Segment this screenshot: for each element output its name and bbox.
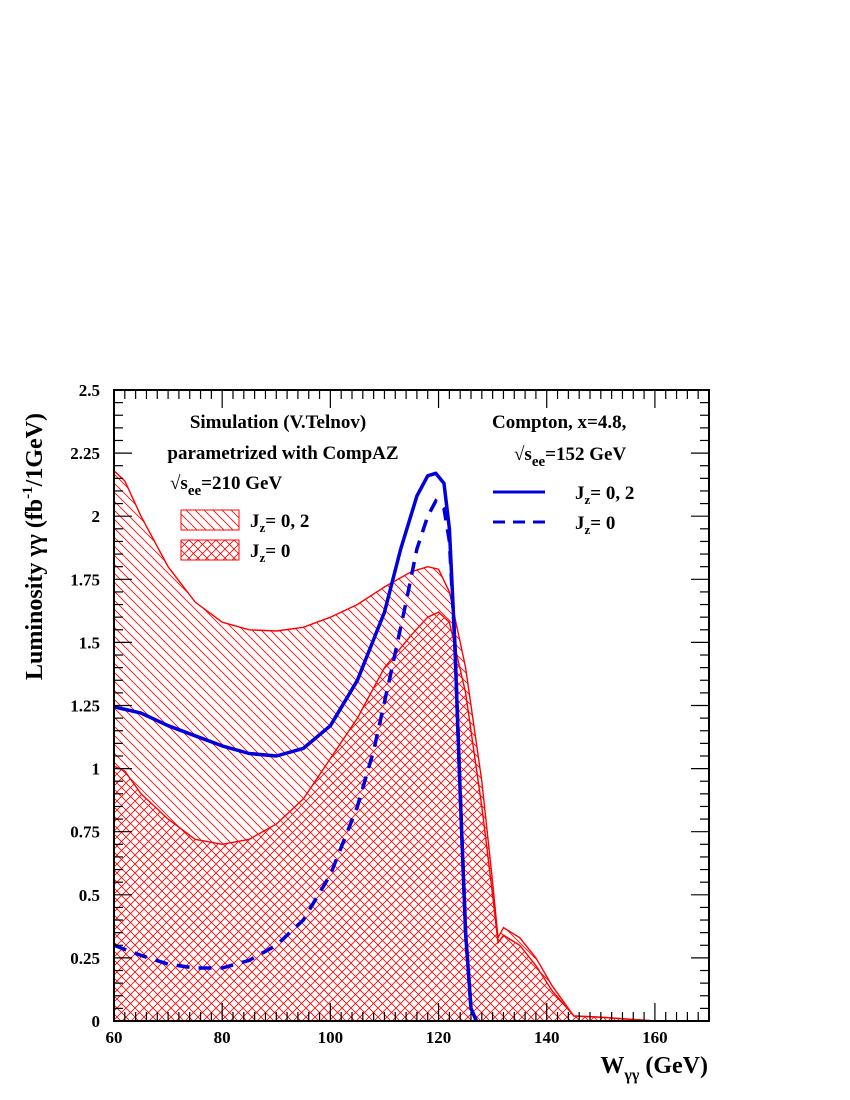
legend-label-compton-jz0-rest: = 0 (590, 513, 615, 534)
legend-label-sim-jz0-main: J (250, 541, 260, 562)
x-axis-title-main: W (600, 1053, 624, 1079)
annotation-sqrt-s-152-main: √s (514, 444, 532, 465)
x-tick-label: 60 (106, 1028, 123, 1047)
annotation-sqrt-s-210-main: √s (170, 473, 188, 494)
legend-label-sim-jz02-rest: = 0, 2 (265, 511, 309, 532)
legend-label-compton-jz0-main: J (575, 513, 585, 534)
axis-ticks: 60 80 100 120 140 160 0 0.25 0.5 0.75 1 1.25 1.5 1.75… (70, 381, 710, 1047)
legend-label-compton-jz02-sub: z (585, 492, 591, 507)
legend-label-sim-jz02-sub: z (260, 520, 266, 535)
legend-label-sim-jz0-sub: z (260, 550, 266, 565)
annotation-simulation: Simulation (V.Telnov) (190, 412, 366, 433)
y-tick-label: 1 (92, 760, 101, 779)
y-axis-title-main: Luminosity γγ (fb (22, 499, 48, 680)
legend-label-compton-jz02-main: J (575, 483, 585, 504)
annotation-sqrt-s-210: √see=210 GeV (170, 473, 282, 499)
legend-label-compton-jz02-rest: = 0, 2 (590, 483, 634, 504)
y-tick-label: 2.25 (70, 444, 100, 463)
annotation-sqrt-s-152-val: =152 GeV (545, 444, 626, 465)
x-tick-label: 140 (534, 1028, 560, 1047)
line-sim-jz0 (114, 611, 709, 1021)
legend-label-sim-jz02: Jz= 0, 2 (250, 511, 309, 535)
x-tick-label: 100 (318, 1028, 344, 1047)
legend-label-compton-jz0-sub: z (585, 522, 591, 537)
legend-compton: Jz= 0, 2 Jz= 0 (493, 483, 634, 537)
x-tick-label: 80 (214, 1028, 231, 1047)
x-axis-title: Wγγ (GeV) (600, 1053, 708, 1084)
line-sim-jz02 (114, 470, 709, 1021)
annotation-compton: Compton, x=4.8, (492, 412, 627, 433)
x-axis-title-unit: (GeV) (639, 1053, 708, 1079)
legend-label-compton-jz0: Jz= 0 (575, 513, 615, 537)
legend-simulation: Jz= 0, 2 Jz= 0 (180, 509, 309, 565)
area-sim-jz0 (114, 612, 709, 1021)
y-axis-title-sup: -1 (20, 486, 36, 499)
legend-swatch-jz0-hatch (180, 539, 240, 561)
y-tick-label: 1.75 (70, 570, 100, 589)
x-axis-title-sub: γγ (623, 1067, 639, 1084)
plot-area (114, 470, 709, 1021)
annotation-sqrt-s-210-sub: ee (188, 483, 202, 499)
y-tick-label: 2.5 (79, 381, 100, 400)
annotation-sqrt-s-210-val: =210 GeV (201, 473, 282, 494)
legend-label-sim-jz0-rest: = 0 (265, 541, 290, 562)
line-compton-jz02 (114, 471, 479, 1021)
y-axis-title-tail: /1GeV) (22, 413, 48, 487)
y-tick-label: 0.75 (70, 823, 100, 842)
legend-label-compton-jz02: Jz= 0, 2 (575, 483, 634, 507)
legend-label-sim-jz02-main: J (250, 511, 260, 532)
x-tick-label: 160 (642, 1028, 668, 1047)
y-tick-label: 0 (92, 1012, 101, 1031)
annotation-parametrized: parametrized with CompAZ (167, 443, 398, 464)
legend-label-sim-jz0: Jz= 0 (250, 541, 290, 565)
line-compton-jz0 (114, 498, 479, 1021)
y-tick-label: 0.5 (79, 886, 100, 905)
y-tick-label: 1.5 (79, 633, 100, 652)
y-tick-label: 1.25 (70, 697, 100, 716)
y-axis-title: Luminosity γγ (fb-1/1GeV) (20, 413, 48, 680)
y-tick-label: 2 (92, 507, 101, 526)
x-tick-label: 120 (426, 1028, 452, 1047)
annotation-sqrt-s-152: √see=152 GeV (514, 444, 626, 470)
annotation-sqrt-s-152-sub: ee (532, 454, 546, 470)
y-tick-label: 0.25 (70, 949, 100, 968)
legend-swatch-jz02-hatch (180, 509, 240, 531)
